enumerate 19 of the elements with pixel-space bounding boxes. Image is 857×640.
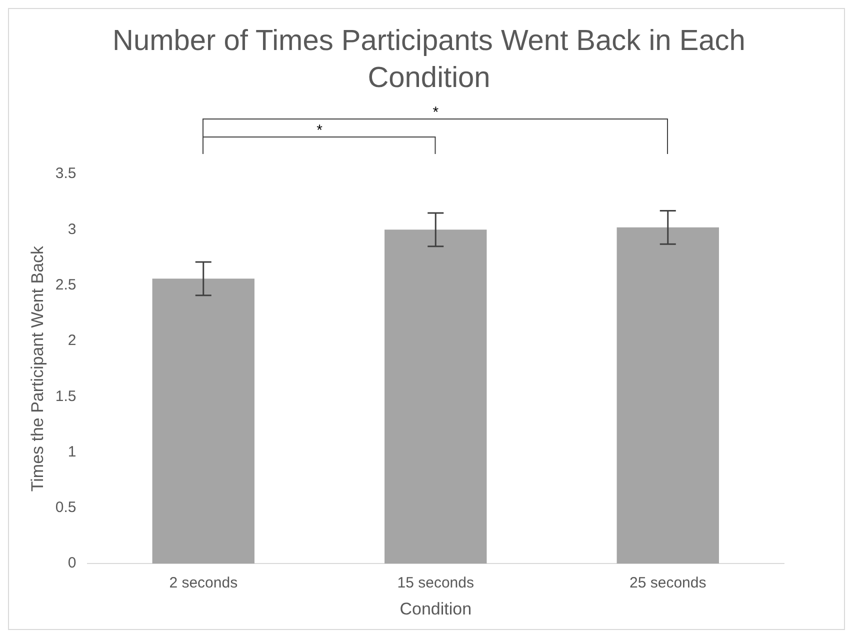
bar xyxy=(152,278,254,564)
bar xyxy=(616,227,719,564)
y-tick-label: 1.5 xyxy=(55,388,76,405)
x-axis-title: Condition xyxy=(400,599,472,618)
y-tick-label: 1 xyxy=(68,443,76,460)
y-tick-label: 0.5 xyxy=(55,499,76,516)
text: * xyxy=(432,104,440,121)
text: * xyxy=(316,122,324,139)
y-tick-label: 0 xyxy=(68,554,76,572)
y-tick-label: 2.5 xyxy=(55,276,76,294)
x-tick-label: 15 seconds xyxy=(397,574,474,592)
y-tick-label: 2 xyxy=(68,332,76,350)
y-axis-title: Times the Participant Went Back xyxy=(28,245,47,492)
x-tick-label: 25 seconds xyxy=(630,574,706,592)
y-tick-label: 3 xyxy=(68,220,76,238)
x-tick-label: 2 seconds xyxy=(169,574,238,592)
bar xyxy=(384,230,487,564)
y-tick-label: 3.5 xyxy=(55,165,76,182)
chart-title: Number of Times Participants Went Back in Each Condition xyxy=(112,24,746,96)
